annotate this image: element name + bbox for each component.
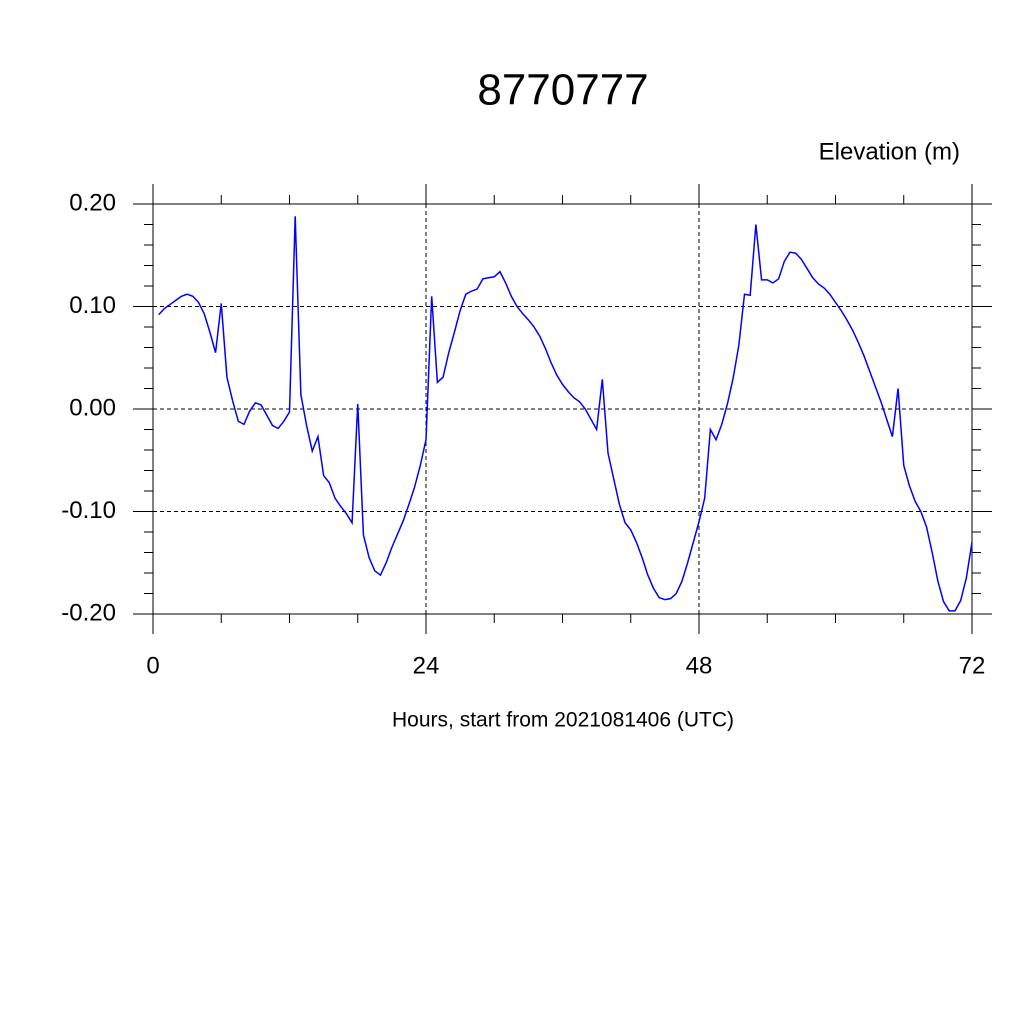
x-tick-label: 72 (959, 652, 986, 679)
y-tick-label: 0.20 (69, 189, 116, 216)
y-tick-label: 0.10 (69, 292, 116, 319)
y-tick-label: -0.10 (61, 497, 116, 524)
chart-title: 8770777 (477, 66, 648, 115)
x-tick-label: 24 (413, 652, 440, 679)
data-line (158, 216, 973, 612)
x-tick-label: 0 (146, 652, 159, 679)
y-tick-label: 0.00 (69, 394, 116, 421)
x-tick-label: 48 (686, 652, 713, 679)
y-axis-title: Elevation (m) (819, 138, 960, 165)
y-tick-label: -0.20 (61, 599, 116, 626)
x-axis-title: Hours, start from 2021081406 (UTC) (392, 709, 734, 732)
